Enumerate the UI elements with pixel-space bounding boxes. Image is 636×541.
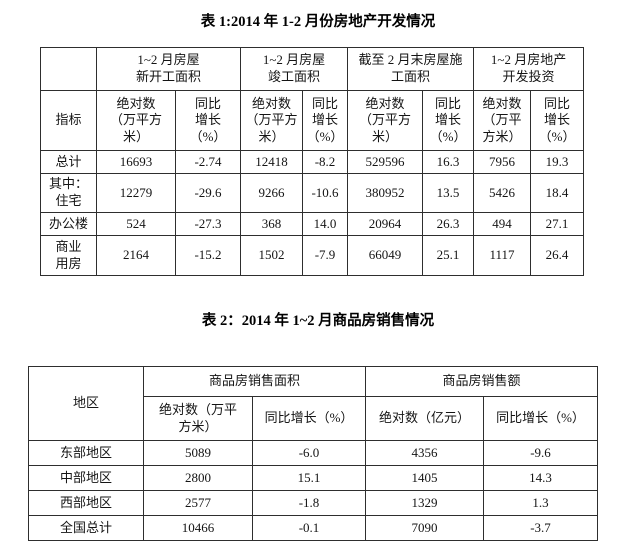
table1-row-label: 商业 用房 [40,235,97,276]
table1-group-investment: 1~2 月房地产 开发投资 [473,47,585,91]
table2-value-cell: -3.7 [483,515,599,541]
table1-value-cell: -27.3 [174,212,242,236]
table1-value-cell: -8.2 [302,150,349,174]
table2-commercial-housing-sales: 地区 商品房销售面积 商品房销售额 绝对数（万平 方米） 同比增长（%） 绝对数… [28,366,599,541]
table2-row-label: 中部地区 [28,465,144,491]
table1-value-cell: -15.2 [174,235,242,276]
table1-title: 表 1:2014 年 1-2 月份房地产开发情况 [200,14,436,30]
table1-real-estate-development: 1~2 月房屋 新开工面积 1~2 月房屋 竣工面积 截至 2 月末房屋施 工面… [40,47,585,276]
table1-subheader: 绝对数 （万平方 米） [96,90,176,151]
table1-value-cell: 368 [240,212,304,236]
table2-value-cell: 15.1 [251,465,367,491]
table1-row-office: 办公楼 524 -27.3 368 14.0 20964 26.3 494 27… [40,212,585,236]
table1-value-cell: 2164 [96,235,176,276]
table2-value-cell: 1329 [365,490,485,516]
table1-value-cell: 380952 [347,173,424,213]
table2-value-cell: 1.3 [483,490,599,516]
table2-corner-label: 地区 [28,366,144,441]
table2-row-label: 西部地区 [28,490,144,516]
table1-subheader-row: 指标 绝对数 （万平方 米） 同比 增长 （%） 绝对数 （万平方 米） 同比 … [40,90,585,151]
table1-row-label: 总计 [40,150,97,174]
table2-value-cell: 4356 [365,440,485,466]
table2-group-sales-amount: 商品房销售额 [365,366,599,397]
table1-subheader: 绝对数 （万平 方米） [473,90,532,151]
table2-subheader-row: 绝对数（万平 方米） 同比增长（%） 绝对数（亿元） 同比增长（%） [29,396,599,441]
table1-value-cell: -29.6 [174,173,242,213]
table2-row-central: 中部地区 2800 15.1 1405 14.3 [28,465,599,491]
table1-value-cell: 20964 [347,212,424,236]
table2-value-cell: -6.0 [251,440,367,466]
table2-value-cell: -9.6 [483,440,599,466]
table1-value-cell: 9266 [240,173,304,213]
table2-row-east: 东部地区 5089 -6.0 4356 -9.6 [28,440,599,466]
table1-group-new-construction: 1~2 月房屋 新开工面积 [95,47,242,91]
table2-subheader: 同比增长（%） [251,396,367,441]
table1-value-cell: 26.3 [422,212,475,236]
table1-subheader: 绝对数 （万平方 米） [240,90,304,151]
table1-value-cell: 5426 [473,173,532,213]
table1-value-cell: 13.5 [422,173,475,213]
table1-value-cell: 26.4 [530,235,585,276]
table1-value-cell: 7956 [473,150,532,174]
table2-value-cell: 7090 [365,515,485,541]
table2-value-cell: 5089 [143,440,253,466]
table1-row-label: 办公楼 [40,212,97,236]
table1-value-cell: 19.3 [530,150,585,174]
table2-value-cell: -0.1 [251,515,367,541]
table1-value-cell: 529596 [347,150,424,174]
table2-group-header-row: 地区 商品房销售面积 商品房销售额 [28,366,599,441]
table1-value-cell: -7.9 [302,235,349,276]
table1-value-cell: -2.74 [174,150,242,174]
table1-row-label: 其中： 住宅 [40,173,97,213]
table1-row-residential: 其中： 住宅 12279 -29.6 9266 -10.6 380952 13.… [40,173,585,213]
table2-row-label: 全国总计 [28,515,144,541]
table1-value-cell: -10.6 [302,173,349,213]
table2-value-cell: -1.8 [251,490,367,516]
table1-corner-label: 指标 [40,90,97,151]
table1-value-cell: 14.0 [302,212,349,236]
table1-value-cell: 66049 [347,235,424,276]
table2-value-cell: 2577 [143,490,253,516]
table1-value-cell: 16693 [96,150,176,174]
table1-subheader: 同比 增长 （%） [530,90,585,151]
table2-row-label: 东部地区 [28,440,144,466]
table1-row-total: 总计 16693 -2.74 12418 -8.2 529596 16.3 79… [40,150,585,174]
table2-value-cell: 10466 [143,515,253,541]
table1-value-cell: 494 [473,212,532,236]
table1-value-cell: 12279 [96,173,176,213]
table1-value-cell: 16.3 [422,150,475,174]
table2-group-sales-area: 商品房销售面积 [142,366,367,397]
table1-value-cell: 1502 [240,235,304,276]
table1-row-commercial: 商业 用房 2164 -15.2 1502 -7.9 66049 25.1 11… [40,235,585,276]
table2-value-cell: 1405 [365,465,485,491]
table2-value-cell: 2800 [143,465,253,491]
table1-subheader: 同比 增长 （%） [174,90,242,151]
table1-group-header-row: 1~2 月房屋 新开工面积 1~2 月房屋 竣工面积 截至 2 月末房屋施 工面… [40,47,585,91]
table2-subheader: 绝对数（亿元） [365,396,485,441]
table2-title: 表 2：2014 年 1~2 月商品房销售情况 [201,313,435,329]
table1-subheader: 同比 增长 （%） [302,90,349,151]
table1-value-cell: 12418 [240,150,304,174]
table1-value-cell: 1117 [473,235,532,276]
table1-corner-empty-cell [40,47,97,91]
table1-group-completed: 1~2 月房屋 竣工面积 [240,47,349,91]
table1-value-cell: 25.1 [422,235,475,276]
table2-row-west: 西部地区 2577 -1.8 1329 1.3 [28,490,599,516]
table1-subheader: 同比 增长 （%） [422,90,475,151]
table2-subheader: 绝对数（万平 方米） [143,396,253,441]
table1-group-under-construction: 截至 2 月末房屋施 工面积 [347,47,475,91]
table2-value-cell: 14.3 [483,465,599,491]
table1-value-cell: 18.4 [530,173,585,213]
table1-value-cell: 27.1 [530,212,585,236]
table2-row-national-total: 全国总计 10466 -0.1 7090 -3.7 [28,515,599,541]
table1-value-cell: 524 [96,212,176,236]
table2-subheader: 同比增长（%） [483,396,599,441]
table1-subheader: 绝对数 （万平方 米） [347,90,424,151]
